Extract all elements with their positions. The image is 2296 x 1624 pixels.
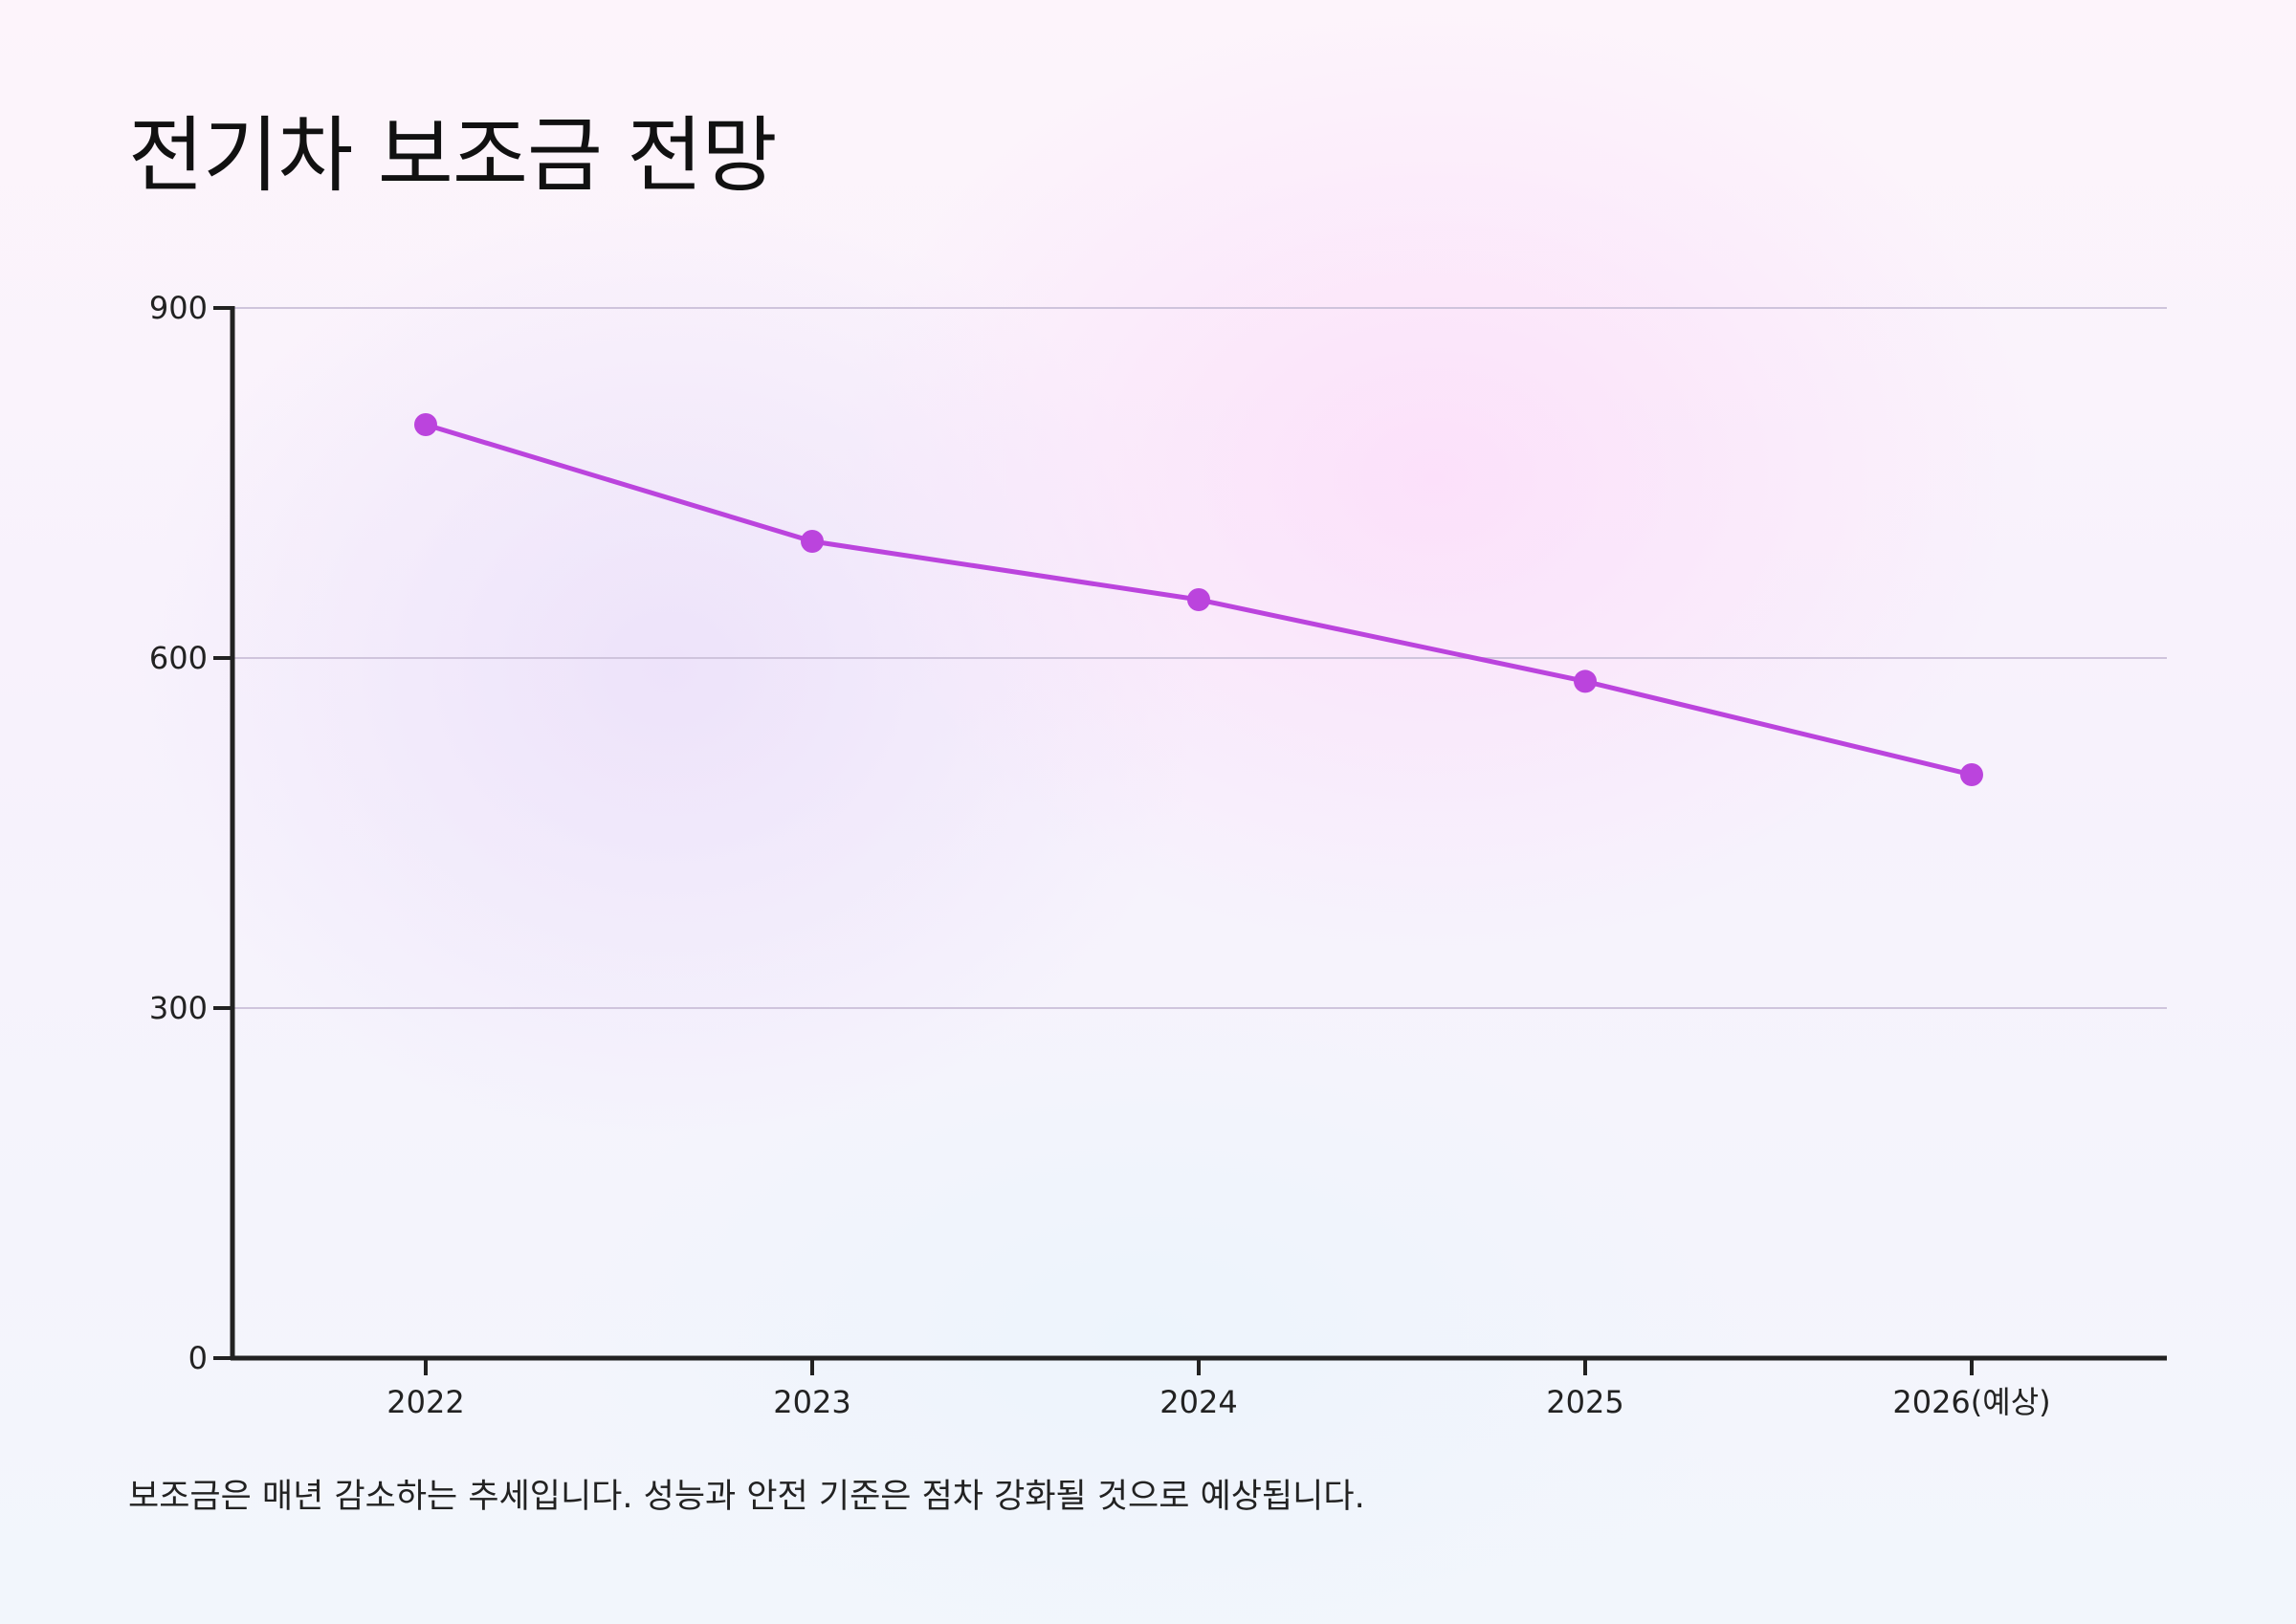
x-tick-label: 2025 (1546, 1384, 1623, 1420)
series-subsidy (414, 413, 1983, 786)
data-point-2025 (1574, 669, 1597, 693)
chart-caption: 보조금은 매년 감소하는 추세입니다. 성능과 안전 기준은 점차 강화될 것으… (128, 1478, 1365, 1516)
tick-labels: 0 300 600 900 2022 2023 2024 2025 2026(예상) (149, 290, 2051, 1420)
data-point-2023 (801, 530, 824, 553)
chart-title: 전기차 보조금 전망 (128, 108, 778, 204)
y-tick-label: 600 (149, 640, 208, 676)
axes (213, 306, 2167, 1375)
x-tick-label: 2023 (773, 1384, 850, 1420)
y-tick-label: 0 (188, 1340, 208, 1376)
x-tick-label: 2024 (1159, 1384, 1237, 1420)
gridlines (232, 307, 2167, 1009)
x-tick-label: 2026(예상) (1892, 1384, 2050, 1420)
data-point-2022 (414, 413, 437, 436)
x-tick-label: 2022 (386, 1384, 464, 1420)
y-tick-label: 900 (149, 290, 208, 326)
y-tick-label: 300 (149, 990, 208, 1026)
data-point-2026(예상) (1960, 763, 1983, 786)
data-point-2024 (1187, 588, 1210, 611)
